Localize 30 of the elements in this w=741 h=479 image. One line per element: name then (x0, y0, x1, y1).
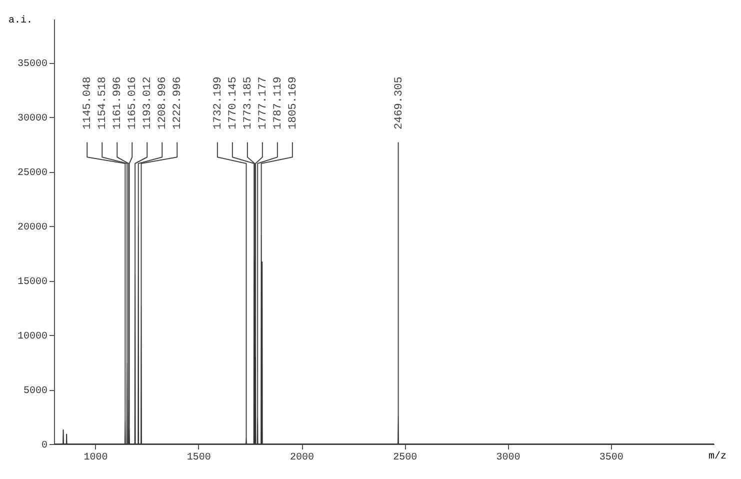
annotation: 1165.016 (127, 76, 140, 130)
y-tick-label: 10000 (17, 332, 48, 343)
annotation: 1208.996 (157, 76, 170, 130)
annotation: 1154.518 (97, 76, 110, 130)
annotation: 1770.145 (227, 76, 240, 130)
annotation: 1732.199 (212, 76, 224, 130)
y-tick-label: 20000 (17, 222, 48, 234)
x-tick-label: 1500 (186, 452, 211, 464)
y-tick-label: 25000 (17, 168, 48, 180)
annotation: 1145.048 (82, 76, 94, 130)
y-tick-label: 35000 (17, 59, 48, 70)
annotation: 2469.305 (393, 76, 406, 130)
annotation: 1805.169 (287, 76, 300, 130)
x-tick-label: 2500 (393, 452, 418, 464)
x-tick-label: 3500 (599, 452, 624, 464)
annotation: 1161.996 (112, 76, 124, 130)
y-tick-label: 30000 (17, 114, 48, 125)
annotation: 1787.119 (272, 76, 284, 130)
x-tick-label: 1000 (84, 452, 108, 464)
y-axis-title: a.i. (8, 14, 33, 26)
annotation: 1193.012 (142, 76, 154, 130)
annotation: 1777.177 (257, 76, 270, 130)
y-tick-label: 15000 (17, 277, 48, 288)
y-tick-label: 0 (41, 440, 48, 452)
x-axis-title: m/z (708, 450, 726, 462)
annotation: 1222.996 (172, 76, 184, 130)
y-tick-label: 5000 (23, 386, 48, 398)
annotation: 1773.185 (242, 76, 254, 130)
x-tick-label: 3000 (496, 452, 520, 464)
x-tick-label: 2000 (290, 452, 314, 464)
